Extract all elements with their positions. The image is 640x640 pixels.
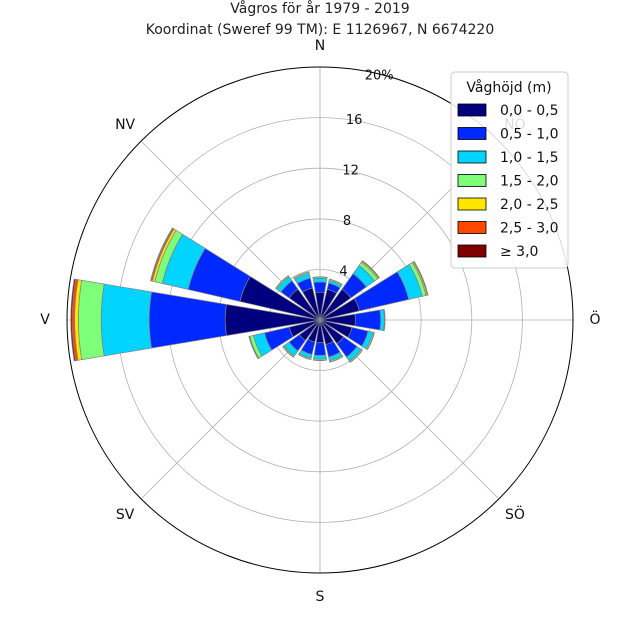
chart-title: Vågros för år 1979 - 2019 [230, 0, 409, 17]
radial-tick-12: 12 [342, 164, 359, 179]
rose-bar-NV-4 [275, 275, 289, 289]
legend-swatch-4 [457, 197, 487, 211]
rose-bar-S-2 [313, 354, 327, 360]
legend-label-1: 0,5 - 1,0 [500, 127, 558, 143]
compass-label-NV: NV [115, 117, 135, 133]
rose-bar-V-6 [70, 278, 76, 362]
radial-tick-labels: 4 8 12 16 20% [339, 69, 393, 280]
rose-bar-V-3 [78, 279, 105, 361]
legend-swatch-5 [457, 221, 487, 234]
rose-bar-SV-4 [282, 346, 294, 358]
compass-label-V: V [40, 312, 50, 328]
legend-label-4: 2,0 - 2,5 [500, 197, 558, 213]
rose-bar-SSÖ-4 [329, 356, 344, 363]
radial-tick-8: 8 [343, 214, 351, 229]
legend-label-3: 1,5 - 2,0 [500, 174, 558, 190]
rose-bar-N-4 [312, 276, 328, 278]
rose-bar-V-1 [148, 291, 227, 349]
legend-title: Våghöjd (m) [466, 79, 551, 96]
rose-bar-V-2 [100, 283, 152, 357]
rose-bar-Ö-1 [354, 309, 382, 331]
rose-bar-N-1 [313, 281, 327, 293]
rose-bar-NNV-4 [293, 271, 310, 279]
chart-subtitle: Koordinat (Sweref 99 TM): E 1126967, N 6… [146, 22, 495, 38]
legend-swatch-2 [457, 150, 487, 164]
rose-bar-S-4 [312, 359, 328, 362]
rose-bar-NÖ-6 [361, 260, 380, 279]
legend-entries: 0,0 - 0,5 0,5 - 1,0 1,0 - 1,5 1,5 - 2,0 2,0 … [457, 103, 558, 260]
legend-box [450, 71, 569, 269]
compass-label-SÖ: SÖ [505, 505, 525, 523]
legend-label-0: 0,0 - 0,5 [500, 103, 558, 119]
rose-bars [70, 227, 429, 363]
rose-bar-VSV-5 [248, 335, 259, 360]
radial-tick-16: 16 [346, 113, 363, 128]
legend-label-2: 1,0 - 1,5 [500, 150, 558, 166]
legend-swatch-0 [457, 103, 487, 117]
compass-label-Ö: Ö [589, 310, 600, 328]
legend-swatch-6 [457, 244, 487, 258]
rose-bar-Ö-3 [383, 308, 386, 332]
compass-label-N: N [315, 38, 325, 54]
rose-bar-NNÖ-4 [329, 278, 343, 286]
rose-bar-S-1 [313, 342, 327, 356]
rose-bar-ÖSÖ-4 [366, 332, 375, 351]
rose-bar-SÖ-4 [349, 349, 363, 363]
rose-bar-N-2 [312, 277, 328, 283]
legend: Våghöjd (m) 0,0 - 0,5 0,5 - 1,0 1,0 - 1,5 1… [450, 71, 569, 269]
legend-label-6: ≥ 3,0 [500, 244, 538, 260]
legend-label-5: 2,5 - 3,0 [500, 221, 558, 237]
legend-swatch-1 [457, 127, 487, 140]
legend-swatch-3 [457, 174, 487, 187]
radial-max-label: 20% [365, 69, 394, 84]
rose-bar-SSV-4 [297, 353, 312, 361]
compass-label-SV: SV [116, 507, 135, 523]
rose-bar-ÖNÖ-6 [413, 260, 429, 296]
radial-tick-4: 4 [339, 265, 347, 280]
compass-label-S: S [316, 589, 325, 605]
rose-bar-VNV-6 [150, 227, 174, 282]
outer-ring [66, 66, 574, 574]
